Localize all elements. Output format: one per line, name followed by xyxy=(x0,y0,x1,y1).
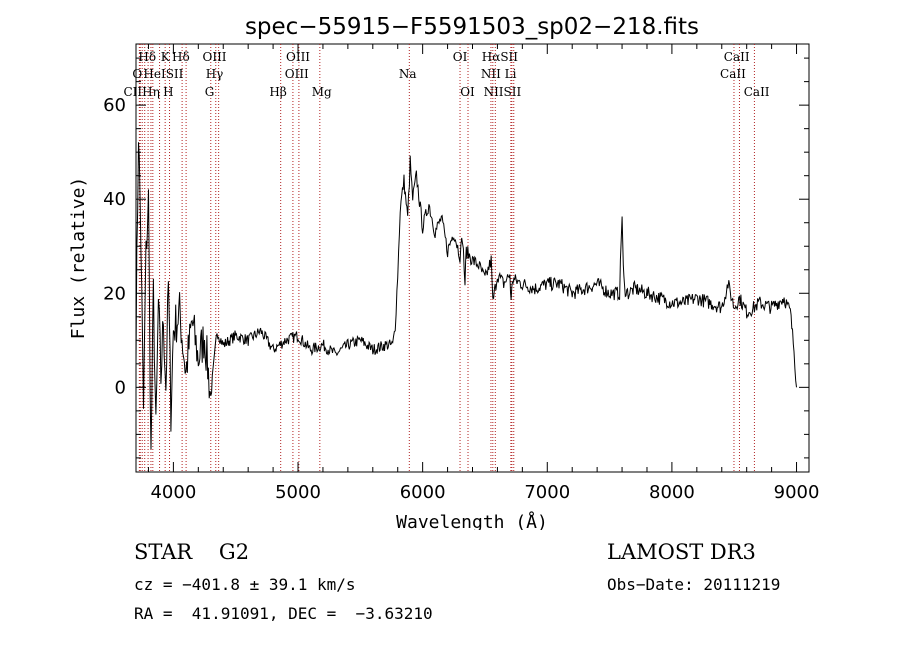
y-tick-label-40: 40 xyxy=(103,189,126,210)
y-tick-label-0: 0 xyxy=(115,377,126,398)
survey-label: LAMOST DR3 xyxy=(607,540,756,564)
line-label-2: Hδ xyxy=(172,50,190,64)
line-label-21: NIISII xyxy=(484,85,522,99)
line-label-9: HeISII xyxy=(143,67,183,81)
line-label-20: OI xyxy=(460,85,475,99)
x-tick-label-9000: 9000 xyxy=(774,482,820,503)
obs-date-line: Obs−Date: 20111219 xyxy=(607,575,781,594)
x-tick-label-8000: 8000 xyxy=(649,482,695,503)
line-label-6: HαSII xyxy=(482,50,519,64)
line-label-10: Hγ xyxy=(206,67,224,81)
x-tick-label-5000: 5000 xyxy=(275,482,321,503)
x-tick-label-6000: 6000 xyxy=(400,482,446,503)
line-label-14: CaII xyxy=(720,67,746,81)
line-label-3: OIII xyxy=(202,50,226,64)
spectrum-series xyxy=(135,142,797,450)
line-label-1: K xyxy=(161,50,171,64)
spectrum-chart: spec−55915−F5591503_sp02−218.fits Hδ K Hδ O… xyxy=(68,14,819,530)
star-class-label: STAR G2 xyxy=(134,540,250,564)
line-label-5: OI xyxy=(453,50,468,64)
line-label-22: CaII xyxy=(744,85,770,99)
line-label-11: OIII xyxy=(285,67,309,81)
line-label-12: Na xyxy=(399,67,417,81)
redshift-line: cz = −401.8 ± 39.1 km/s xyxy=(134,575,356,594)
line-label-13: NII Li xyxy=(481,67,517,81)
x-tick-label-7000: 7000 xyxy=(524,482,570,503)
x-tick-label-4000: 4000 xyxy=(150,482,196,503)
spectral-line-markers xyxy=(138,44,755,472)
line-label-4: OIII xyxy=(286,50,310,64)
x-axis-label: Wavelength (Å) xyxy=(396,511,548,530)
line-label-15: CIIHη xyxy=(123,85,159,99)
y-tick-label-60: 60 xyxy=(103,95,126,116)
line-label-16: H xyxy=(163,85,173,99)
spectrum-line xyxy=(135,142,797,450)
line-label-0: Hδ xyxy=(138,50,156,64)
line-label-8: O xyxy=(132,67,142,81)
chart-title: spec−55915−F5591503_sp02−218.fits xyxy=(245,14,699,40)
y-tick-label-20: 20 xyxy=(103,283,126,304)
line-label-17: G xyxy=(205,85,215,99)
line-label-18: Hβ xyxy=(269,85,286,99)
line-label-7: CaII xyxy=(724,50,750,64)
line-label-19: Mg xyxy=(312,85,332,99)
y-axis-label: Flux (relative) xyxy=(68,177,89,340)
ra-dec-line: RA = 41.91091, DEC = −3.63210 xyxy=(134,604,433,623)
axis-ticks: 4000 5000 6000 7000 8000 9000 0 20 40 60 xyxy=(103,44,819,503)
